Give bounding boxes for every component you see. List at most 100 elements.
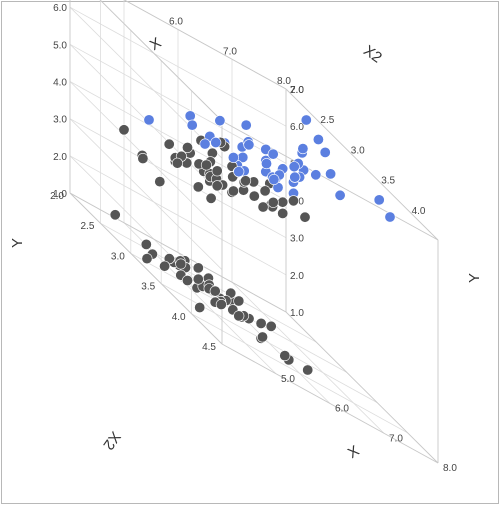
data-point — [267, 148, 279, 160]
y-tick-label-left: 6.0 — [53, 3, 67, 14]
x-tick-label-bottom: 5.0 — [281, 374, 295, 385]
data-point — [265, 320, 277, 332]
y-tick-label-right: 1.0 — [290, 308, 304, 319]
z-tick-label-top: 3.5 — [381, 176, 395, 187]
box-edge — [69, 192, 287, 313]
data-point — [209, 285, 221, 297]
data-point — [243, 139, 255, 151]
box-edge — [221, 343, 439, 464]
grid-line — [161, 283, 378, 403]
grid-line — [191, 313, 408, 434]
z-tick-label-bottom: 3.5 — [141, 282, 155, 293]
data-point — [214, 115, 226, 127]
z-tick-label-bottom: 4.5 — [202, 342, 216, 353]
data-point — [260, 158, 272, 170]
data-point — [211, 165, 223, 177]
grid-line — [69, 6, 223, 159]
y-axis-label-left: Y — [9, 238, 26, 248]
z-tick-label-top: 4.0 — [412, 206, 426, 217]
data-point — [310, 169, 322, 181]
data-point — [171, 157, 183, 169]
z-tick-label-bottom: 4.0 — [172, 312, 186, 323]
z-tick-label-bottom: 2.5 — [80, 221, 94, 232]
data-point — [175, 258, 187, 270]
box-edge — [221, 120, 439, 241]
data-point — [159, 260, 171, 272]
data-point — [211, 180, 223, 192]
data-point — [186, 119, 198, 131]
data-points — [109, 110, 396, 376]
y-tick-label-right: 3.0 — [290, 234, 304, 245]
box-edge — [99, 0, 223, 122]
grid-lines — [69, 0, 408, 434]
x-tick-label-bottom: 7.0 — [389, 433, 403, 444]
x-tick-label-top: 7.0 — [223, 46, 237, 57]
data-point — [182, 274, 194, 286]
data-point — [118, 124, 130, 136]
z-tick-label-bottom: 3.0 — [111, 251, 125, 262]
z-tick-label-top: 2.0 — [290, 85, 304, 96]
box-edge — [123, 0, 287, 90]
data-point — [297, 143, 309, 155]
data-point — [259, 185, 271, 197]
data-point — [140, 238, 152, 250]
data-point — [300, 114, 312, 126]
data-point — [137, 153, 149, 165]
y-tick-label-left: 5.0 — [53, 40, 67, 51]
data-point — [373, 194, 385, 206]
data-point — [257, 201, 269, 213]
data-point — [312, 134, 324, 146]
data-point — [199, 138, 211, 150]
axis-labels: X X Y Y X2 X2 — [9, 34, 483, 462]
data-point — [184, 110, 196, 122]
data-point — [384, 211, 396, 223]
data-point — [205, 192, 217, 204]
data-point — [233, 166, 245, 178]
y-axis-label-right: Y — [466, 273, 483, 283]
data-point — [319, 146, 331, 158]
z-tick-label-top: 2.5 — [320, 115, 334, 126]
data-point — [277, 196, 289, 208]
data-point — [154, 176, 166, 188]
data-point — [233, 310, 245, 322]
y-tick-label-left: 3.0 — [53, 115, 67, 126]
data-point — [227, 152, 239, 164]
data-point — [289, 171, 301, 183]
grid-line — [231, 281, 385, 434]
data-point — [210, 137, 222, 149]
data-point — [192, 273, 204, 285]
data-point — [256, 331, 268, 343]
box-edge — [69, 192, 223, 345]
data-point — [248, 190, 260, 202]
y-tick-label-right: 6.0 — [290, 122, 304, 133]
x-tick-label-top: 8.0 — [277, 76, 291, 87]
x-tick-label-bottom: 8.0 — [443, 463, 457, 474]
data-point — [255, 317, 267, 329]
data-point — [182, 142, 194, 154]
x-tick-label-top: 6.0 — [169, 17, 183, 28]
data-point — [163, 138, 175, 150]
grid-line — [99, 0, 223, 122]
y-tick-label-left: 4.0 — [53, 78, 67, 89]
data-point — [299, 211, 311, 223]
data-point — [267, 196, 279, 208]
box-edge — [285, 311, 439, 464]
z-axis-label-bottom: X2 — [99, 428, 123, 453]
data-point — [141, 253, 153, 265]
data-point — [268, 174, 280, 186]
data-point — [192, 262, 204, 274]
grid-line — [69, 118, 223, 270]
data-point — [288, 161, 300, 173]
y-tick-label-left: 2.0 — [53, 152, 67, 163]
data-point — [240, 119, 252, 131]
y-tick-label-left: 1.0 — [53, 189, 67, 200]
data-point — [287, 195, 299, 207]
data-point — [227, 185, 239, 197]
y-tick-label-right: 7.0 — [290, 85, 304, 96]
data-point — [143, 114, 155, 126]
z-tick-label-bottom: 2.0 — [50, 191, 64, 202]
data-point — [240, 175, 252, 187]
box-edges — [69, 0, 439, 464]
data-point — [279, 350, 291, 362]
